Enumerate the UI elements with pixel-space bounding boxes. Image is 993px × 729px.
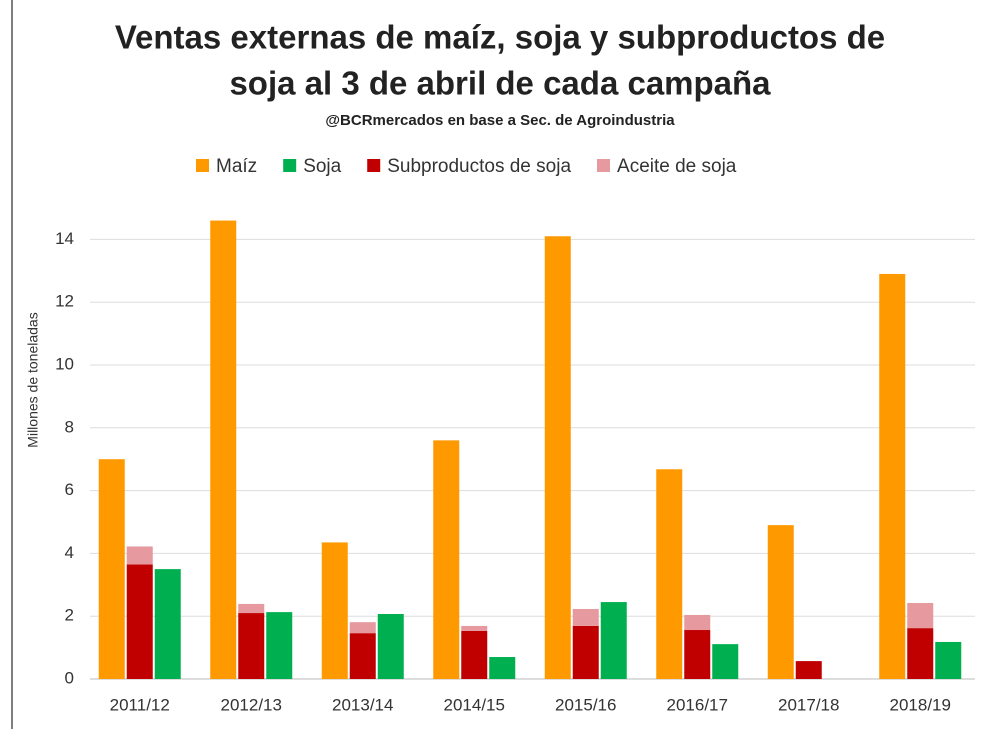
x-tick-label: 2012/13 — [221, 695, 282, 714]
bar — [489, 657, 516, 679]
bar — [656, 469, 683, 679]
y-tick-label: 0 — [65, 668, 74, 687]
bar — [572, 625, 599, 679]
bar — [126, 564, 153, 679]
legend-label: Soja — [303, 156, 341, 177]
chart-subtitle: @BCRmercados en base a Sec. de Agroindus… — [325, 112, 675, 129]
bar — [767, 525, 794, 679]
legend-label: Aceite de soja — [617, 156, 737, 177]
x-tick-label: 2011/12 — [110, 695, 170, 714]
x-tick-label: 2018/19 — [890, 695, 951, 714]
bar — [98, 459, 125, 679]
x-tick-label: 2015/16 — [555, 695, 616, 714]
y-tick-label: 4 — [65, 543, 74, 562]
y-tick-label: 14 — [55, 229, 74, 248]
y-tick-label: 6 — [65, 480, 74, 499]
legend-swatch — [196, 159, 209, 172]
y-tick-label: 12 — [55, 292, 74, 311]
y-axis-label: Millones de toneladas — [25, 312, 41, 447]
bar — [349, 633, 376, 679]
bar — [935, 641, 962, 679]
legend-label: Maíz — [216, 156, 257, 177]
legend-label: Subproductos de soja — [387, 156, 571, 177]
x-tick-label: 2017/18 — [778, 695, 839, 714]
y-tick-label: 8 — [65, 417, 74, 436]
bar — [712, 644, 739, 679]
bar — [461, 625, 488, 631]
bar — [907, 628, 934, 679]
bar — [349, 622, 376, 634]
x-tick-label: 2014/15 — [444, 695, 505, 714]
bar — [572, 608, 599, 626]
bar — [210, 220, 237, 679]
bar — [684, 614, 711, 631]
chart-title: Ventas externas de maíz, soja y subprodu… — [115, 19, 885, 56]
bar — [600, 602, 627, 679]
bar — [907, 603, 934, 629]
bar — [461, 630, 488, 679]
bar — [321, 542, 348, 679]
legend-swatch — [283, 159, 297, 172]
legend-swatch — [367, 159, 381, 172]
chart-title: soja al 3 de abril de cada campaña — [229, 65, 771, 102]
bar — [879, 273, 906, 679]
bar — [266, 612, 293, 679]
bar — [684, 630, 711, 679]
y-tick-label: 10 — [55, 354, 74, 373]
legend-swatch — [597, 159, 611, 172]
x-tick-label: 2016/17 — [667, 695, 728, 714]
y-tick-label: 2 — [65, 606, 74, 625]
x-tick-label: 2013/14 — [332, 695, 393, 714]
bar — [544, 236, 571, 679]
bar — [433, 440, 460, 679]
bar — [795, 661, 822, 679]
bar — [154, 569, 181, 679]
bar — [238, 613, 265, 679]
bar — [238, 603, 265, 614]
bar — [377, 614, 404, 679]
bar — [126, 546, 153, 565]
